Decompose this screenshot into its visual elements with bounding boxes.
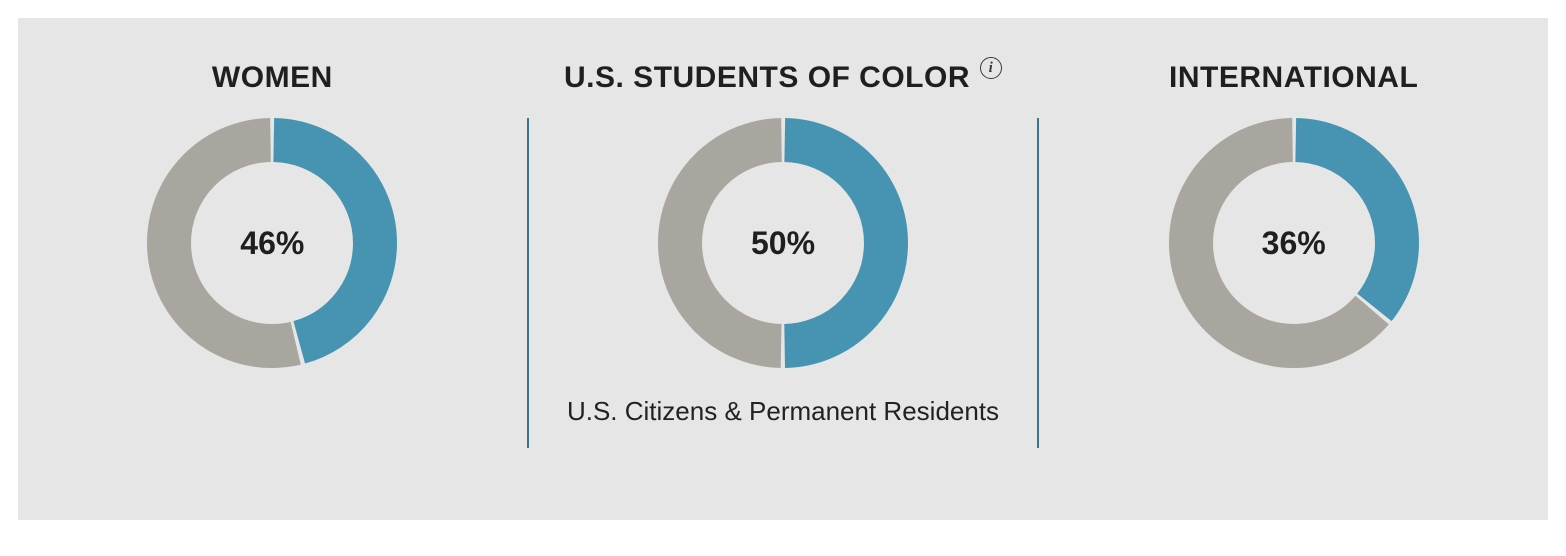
stat-intl-title-wrap: INTERNATIONAL xyxy=(1169,58,1418,98)
donut-soc: 50% xyxy=(658,118,908,368)
stat-soc: U.S. STUDENTS OF COLOR i 50% U.S. Citize… xyxy=(529,58,1038,427)
stat-soc-title: U.S. STUDENTS OF COLOR xyxy=(564,61,970,95)
donut-women-label: 46% xyxy=(147,118,397,368)
stat-women-title: WOMEN xyxy=(212,61,333,95)
stat-intl-title: INTERNATIONAL xyxy=(1169,61,1418,95)
donut-intl-label: 36% xyxy=(1169,118,1419,368)
stat-intl: INTERNATIONAL 36% xyxy=(1039,58,1548,368)
stats-panel: WOMEN 46% U.S. STUDENTS OF COLOR i 50% U… xyxy=(18,18,1548,520)
stat-women: WOMEN 46% xyxy=(18,58,527,368)
stats-row: WOMEN 46% U.S. STUDENTS OF COLOR i 50% U… xyxy=(18,18,1548,458)
donut-intl: 36% xyxy=(1169,118,1419,368)
donut-soc-label: 50% xyxy=(658,118,908,368)
stat-soc-subtitle: U.S. Citizens & Permanent Residents xyxy=(567,396,999,427)
stat-soc-title-wrap: U.S. STUDENTS OF COLOR i xyxy=(564,58,1002,98)
stat-women-title-wrap: WOMEN xyxy=(212,58,333,98)
donut-women: 46% xyxy=(147,118,397,368)
info-icon[interactable]: i xyxy=(980,57,1002,79)
